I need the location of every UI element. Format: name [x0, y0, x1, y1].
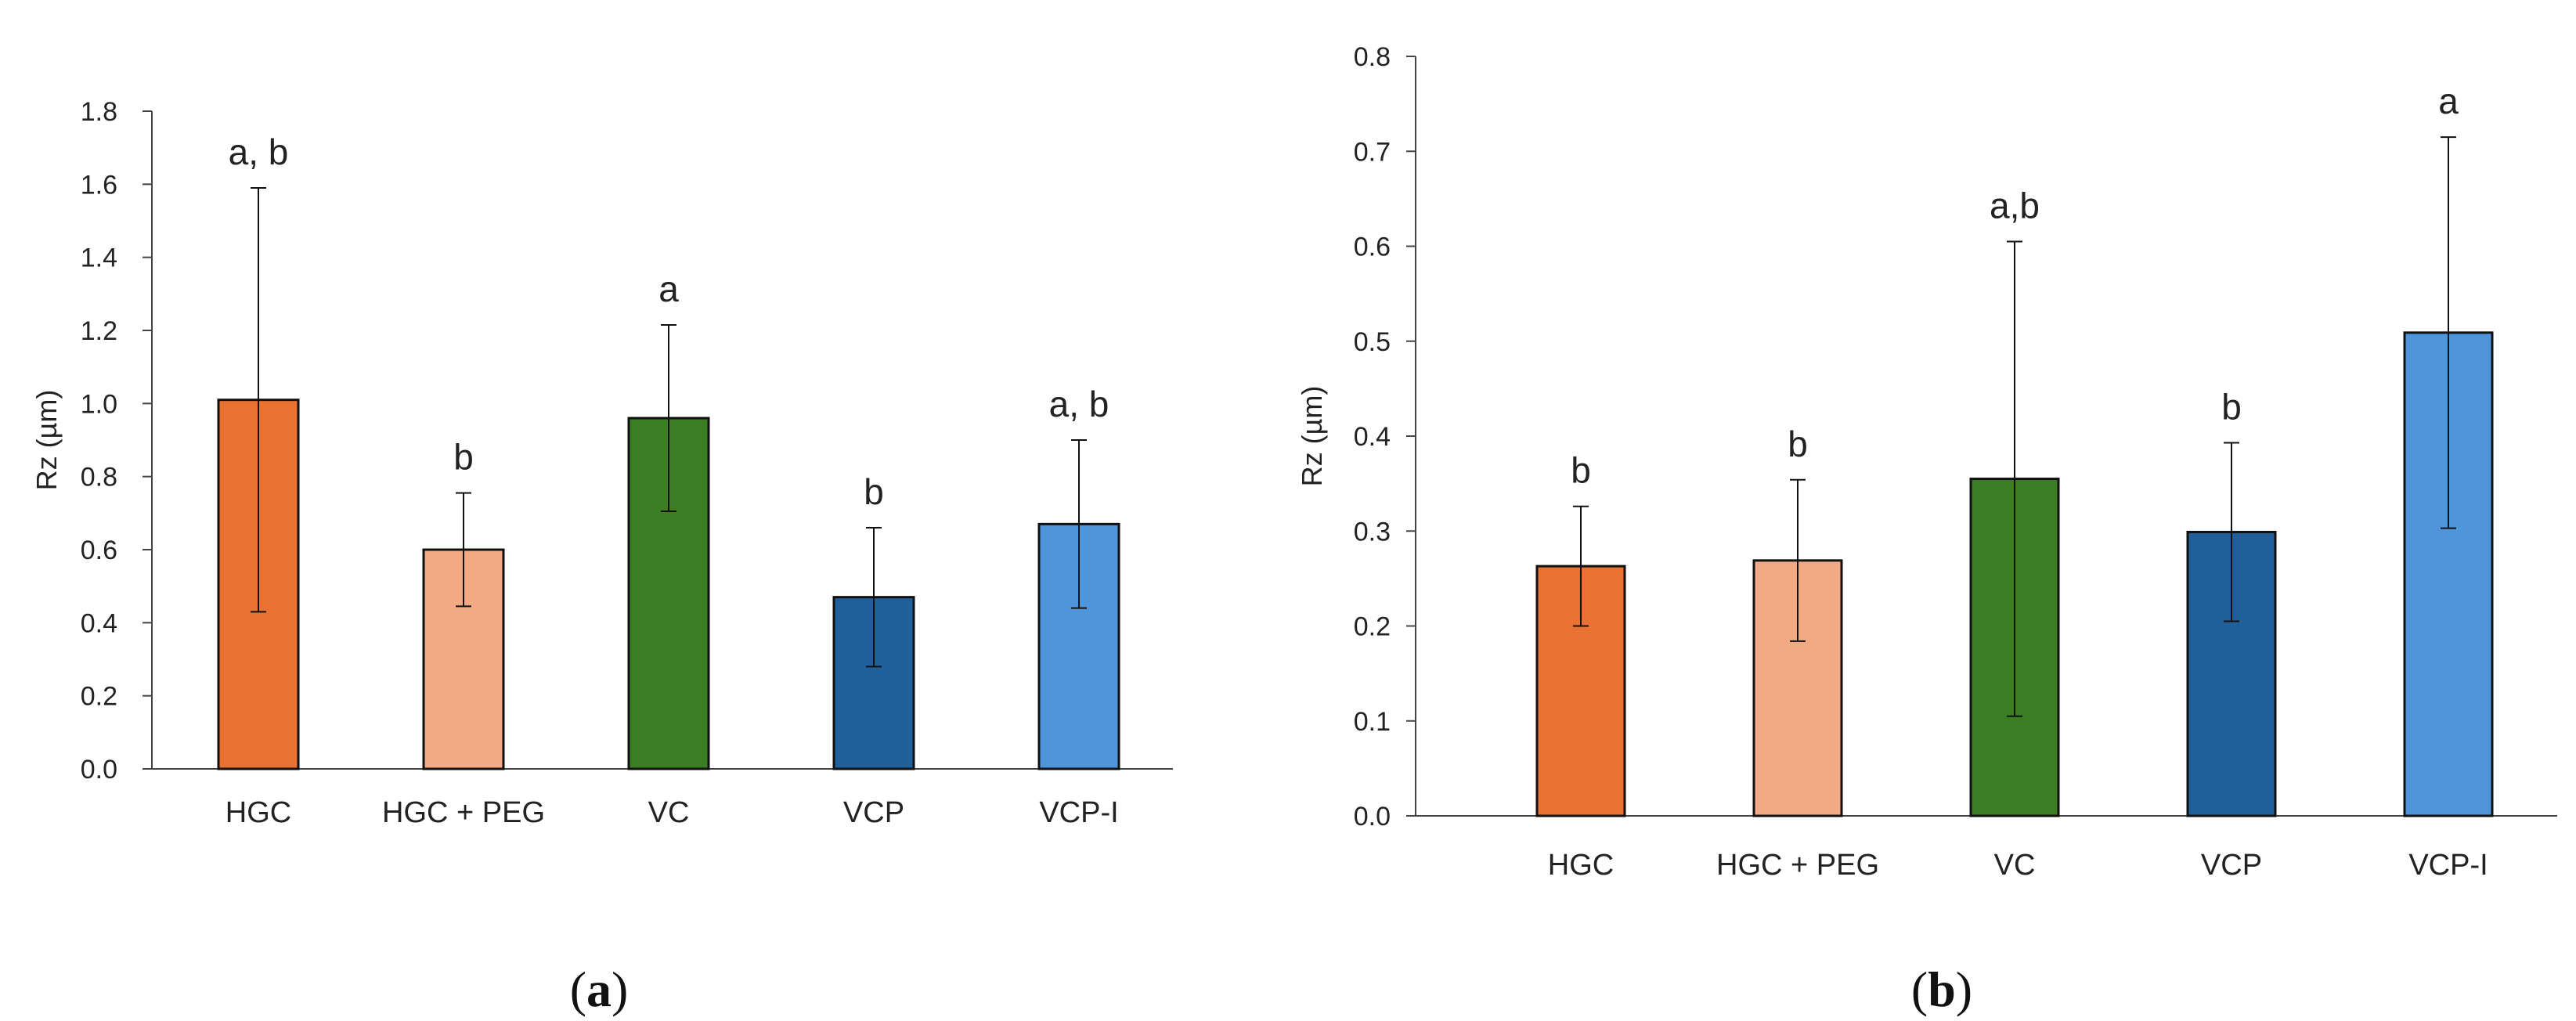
- y-tick-label: 0.2: [81, 682, 117, 712]
- y-tick-label: 1.2: [81, 316, 117, 346]
- significance-label-b-3: b: [2221, 386, 2242, 427]
- y-tick-label: 0.0: [1354, 802, 1391, 832]
- significance-label-b-1: b: [1788, 424, 1808, 464]
- category-label-a-0: HGC: [225, 796, 291, 829]
- significance-label-a-0: a, b: [229, 132, 289, 172]
- category-label-b-0: HGC: [1548, 849, 1614, 882]
- category-label-b-1: HGC + PEG: [1716, 849, 1879, 882]
- y-tick-label: 1.8: [81, 97, 117, 127]
- y-tick-label: 0.8: [81, 463, 117, 492]
- y-tick-label: 0.4: [1354, 422, 1391, 452]
- category-label-a-1: HGC + PEG: [382, 796, 545, 829]
- panel-label-b: (b): [1911, 961, 1972, 1017]
- significance-label-a-1: b: [453, 437, 474, 478]
- category-label-a-3: VCP: [843, 796, 904, 829]
- significance-label-a-4: a, b: [1049, 384, 1109, 424]
- y-tick-label: 0.4: [81, 608, 117, 638]
- significance-label-a-3: b: [864, 471, 884, 512]
- category-label-b-2: VC: [1994, 849, 2036, 882]
- y-tick-label: 0.5: [1354, 327, 1391, 357]
- chart-panel-b: 0.0 0.1 0.2 0.3 0.4 0.5 0.6 0.7 0.8 Rz (µm) b HGC b H…: [1296, 42, 2557, 1017]
- significance-label-a-2: a: [658, 269, 679, 309]
- y-tick-label: 1.6: [81, 170, 117, 200]
- y-tick-label: 0.0: [81, 755, 117, 785]
- y-axis-title: Rz (µm): [1296, 386, 1328, 487]
- y-tick-label: 0.3: [1354, 517, 1391, 547]
- category-label-a-4: VCP-I: [1039, 796, 1118, 829]
- y-tick-label: 0.2: [1354, 612, 1391, 642]
- category-label-a-2: VC: [648, 796, 690, 829]
- y-tick-label: 0.8: [1354, 42, 1391, 72]
- panel-label-a: (a): [570, 961, 629, 1017]
- category-label-b-3: VCP: [2201, 849, 2262, 882]
- y-tick-label: 1.0: [81, 389, 117, 419]
- y-tick-label: 0.6: [81, 536, 117, 565]
- y-axis-title: Rz (µm): [31, 390, 63, 491]
- significance-label-b-0: b: [1571, 450, 1591, 491]
- y-tick-label: 0.7: [1354, 137, 1391, 167]
- chart-panel-a: 0.0 0.2 0.4 0.6 0.8 1.0 1.2 1.4 1.6 1.8 Rz (µm) a, …: [31, 97, 1173, 1017]
- y-tick-label: 0.6: [1354, 233, 1391, 262]
- category-label-b-4: VCP-I: [2408, 849, 2488, 882]
- y-tick-label: 0.1: [1354, 707, 1391, 737]
- significance-label-b-2: a,b: [1990, 185, 2040, 225]
- y-tick-label: 1.4: [81, 244, 117, 273]
- significance-label-b-4: a: [2438, 81, 2459, 121]
